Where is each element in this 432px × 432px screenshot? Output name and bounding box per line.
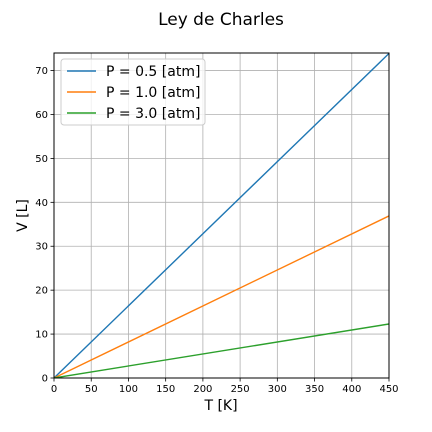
y-axis-label: V [L]: [15, 199, 31, 232]
y-tick-label: 20: [35, 286, 48, 297]
x-tick-label: 50: [85, 384, 98, 395]
y-tick-label: 0: [42, 374, 48, 385]
legend-label-3: P = 3.0 [atm]: [106, 106, 200, 122]
x-tick-label: 100: [119, 384, 138, 395]
x-tick-label: 0: [51, 384, 57, 395]
series-lines: [54, 53, 389, 378]
axis-ticks: 0 50 100 150 200 250 300 350 400 450 0 10 20 30 40 50 60…: [35, 66, 398, 395]
x-tick-label: 200: [193, 384, 212, 395]
chart-title: Ley de Charles: [158, 10, 284, 30]
x-tick-label: 350: [305, 384, 324, 395]
legend: P = 0.5 [atm] P = 1.0 [atm] P = 3.0 [atm]: [60, 58, 206, 126]
legend-label-2: P = 1.0 [atm]: [106, 85, 200, 101]
y-tick-label: 70: [35, 66, 48, 77]
legend-box: [60, 58, 206, 126]
y-tick-label: 40: [35, 198, 48, 209]
x-tick-label: 450: [379, 384, 398, 395]
series-line-2: [54, 215, 389, 378]
y-tick-label: 10: [35, 330, 48, 341]
y-tick-label: 30: [35, 242, 48, 253]
y-tick-label: 60: [35, 110, 48, 121]
series-line-1: [54, 53, 389, 378]
legend-label-1: P = 0.5 [atm]: [106, 64, 200, 80]
series-line-3: [54, 323, 389, 378]
x-tick-label: 250: [231, 384, 250, 395]
x-tick-label: 400: [342, 384, 361, 395]
x-axis-label: T [K]: [203, 398, 237, 414]
x-tick-label: 150: [156, 384, 175, 395]
x-tick-label: 300: [268, 384, 287, 395]
y-tick-label: 50: [35, 154, 48, 165]
plot-frame: [53, 52, 390, 379]
